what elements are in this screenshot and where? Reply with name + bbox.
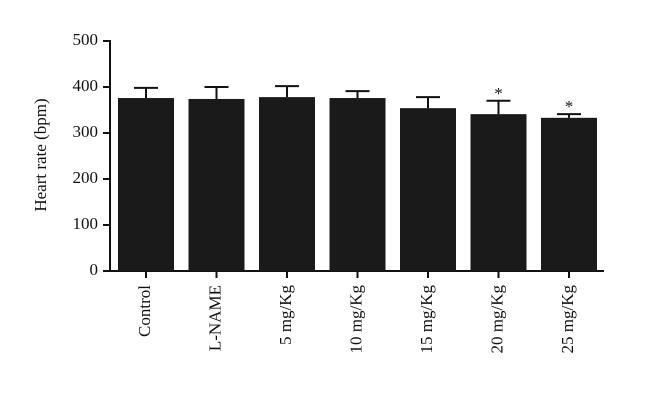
- y-tick-label: 200: [73, 168, 99, 187]
- y-axis-label: Heart rate (bpm): [31, 98, 50, 211]
- bar: [118, 98, 174, 271]
- x-tick-label: L-NAME: [205, 285, 224, 351]
- y-tick-label: 500: [73, 30, 99, 49]
- bar: [259, 97, 315, 272]
- x-tick-label: 20 mg/Kg: [487, 285, 506, 354]
- significance-mark: *: [494, 84, 503, 103]
- x-tick-label: Control: [135, 285, 154, 337]
- y-tick-label: 100: [73, 214, 99, 233]
- x-tick-label: 5 mg/Kg: [276, 285, 295, 345]
- x-tick-label: 25 mg/Kg: [558, 285, 577, 354]
- x-tick-label: 10 mg/Kg: [346, 285, 365, 354]
- bar: [329, 98, 386, 271]
- y-tick-label: 400: [73, 76, 99, 95]
- bar: [541, 117, 597, 271]
- y-tick-label: 0: [90, 260, 99, 279]
- y-tick-label: 300: [73, 122, 99, 141]
- bar: [400, 108, 456, 271]
- x-tick-label: 15 mg/Kg: [417, 285, 436, 354]
- significance-mark: *: [565, 97, 574, 116]
- bar: [470, 114, 527, 271]
- bar: [188, 98, 245, 272]
